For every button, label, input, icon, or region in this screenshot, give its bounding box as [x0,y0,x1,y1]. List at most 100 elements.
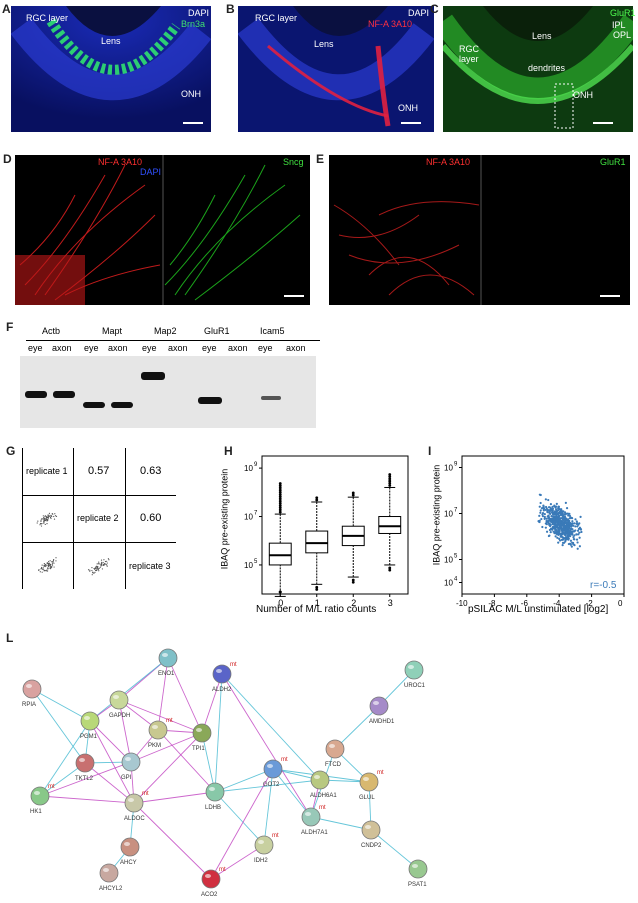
replicate-cloud-point [55,557,57,559]
network-node-mt: mt [48,784,55,790]
replicate-cloud-point [52,561,54,563]
i-point [561,524,564,527]
replicate-cloud-point [94,568,96,570]
network-node-aldh2[interactable]: ALDH2 mt [212,662,237,693]
network-node-mt: mt [230,662,237,668]
h-outlier [278,497,282,501]
i-point [576,529,580,532]
network-node-ftcd[interactable]: FTCD [325,739,345,768]
network-node-ldhb[interactable]: LDHB [205,782,225,811]
network-node-label: LDHB [205,805,221,811]
replicate-cloud-point [103,563,105,565]
replicate-cloud-point [45,569,48,571]
i-point [569,535,572,538]
panel-label-h: H [224,444,233,458]
b-marker-label: NF-A 3A10 [368,19,413,29]
network-node-circle [80,711,100,731]
network-node-pkm[interactable]: PKM mt [148,718,173,749]
network-node-pgm1[interactable]: PGM1 [80,711,100,740]
network-node-eno1[interactable]: ENO1 [158,648,178,677]
network-node-glul[interactable]: GLUL mt [359,770,384,801]
h-outlier [278,499,282,503]
replicate-cloud-point [98,561,100,563]
network-node-rpia[interactable]: RPIA [22,679,42,708]
network-node-cndp2[interactable]: CNDP2 [361,820,382,849]
i-point [568,512,571,515]
network-node-tktl2[interactable]: TKTL2 [75,753,95,782]
replicate-cloud-point [53,559,55,561]
network-node-highlight [162,653,168,657]
network-node-aco2[interactable]: ACO2 mt [201,867,226,898]
network-node-highlight [152,725,158,729]
b-onh-label: ONH [398,103,418,113]
network-edge [221,673,321,781]
network-node-hk1[interactable]: HK1 mt [30,784,55,815]
network-node-amdhd1[interactable]: AMDHD1 [369,696,395,725]
lane-axon-3: axon [168,343,188,353]
replicate-cloud-point [91,566,93,569]
i-point [550,511,554,514]
replicate-cloud-point [96,567,98,569]
i-point [543,513,546,516]
replicate-cloud-point [53,562,55,564]
replicate-cloud-point [42,567,44,569]
network-node-label: RPIA [22,702,36,708]
network-node-highlight [84,716,90,720]
replicate-cloud-point [39,524,41,526]
network-node-mt: mt [319,805,326,811]
replicate-cloud-point [51,561,53,563]
h-outlier [278,501,282,505]
network-node-tpi1[interactable]: TPI1 [192,723,212,752]
replicate-cloud-point [48,515,50,518]
network-node-gpi[interactable]: GPI [121,752,141,781]
replicate-cloud-point [42,515,44,517]
replicate-cloud-point [49,515,51,517]
i-point [547,506,551,509]
network-node-uroc1[interactable]: UROC1 [404,660,426,689]
network-node-ahcyl2[interactable]: AHCYL2 [99,863,123,892]
e-left-marker: NF-A 3A10 [426,157,471,167]
network-edge [214,768,274,793]
i-point [576,541,579,544]
b-scale-bar [401,122,421,124]
i-xtick-label: -6 [521,599,529,608]
replicate-cloud-point [41,571,43,573]
i-point [569,542,572,545]
network-node-psat1[interactable]: PSAT1 [408,859,428,888]
i-ylabel: IBAQ pre-existing protein [431,464,442,566]
replicate-cloud-point [41,564,43,566]
network-node-aldh7a1[interactable]: ALDH7A1 mt [301,805,328,836]
replicate-cloud-point [51,563,54,565]
box-plot-svg: 10 910 710 50 1 2 3 [244,455,409,608]
h-ytick-exp: 7 [254,511,258,517]
h-outlier [278,482,282,485]
network-edge [31,688,86,764]
lane-eye-2: eye [84,343,99,353]
i-point [549,503,553,506]
replicate-cloud-point [96,569,98,571]
h-outlier [278,493,282,496]
network-node-label: GAPDH [109,713,130,719]
i-point [538,505,541,508]
network-node-highlight [196,728,202,732]
network-node-aldoc[interactable]: ALDOC mt [124,791,149,822]
network-node-gapdh[interactable]: GAPDH [109,690,130,719]
replicate-cloud-point [106,565,108,567]
network-node-idh2[interactable]: IDH2 mt [254,833,279,864]
network-node-highlight [26,684,32,688]
h-ylabel: IBAQ pre-existing protein [219,468,230,570]
replicate-cloud-point [95,569,97,572]
replicate-cloud-point [43,516,45,519]
network-edge [263,768,274,846]
i-point [559,513,563,517]
network-node-got2[interactable]: GOT2 mt [263,757,288,788]
replicate-cloud-point [40,525,43,527]
network-node-aldh6a1[interactable]: ALDH6A1 [310,770,337,799]
i-point [579,528,583,531]
h-outlier [278,486,282,490]
network-node-circle [205,782,225,802]
network-node-mt: mt [272,833,279,839]
i-point [558,539,562,542]
network-node-ahcy[interactable]: AHCY [120,837,140,866]
